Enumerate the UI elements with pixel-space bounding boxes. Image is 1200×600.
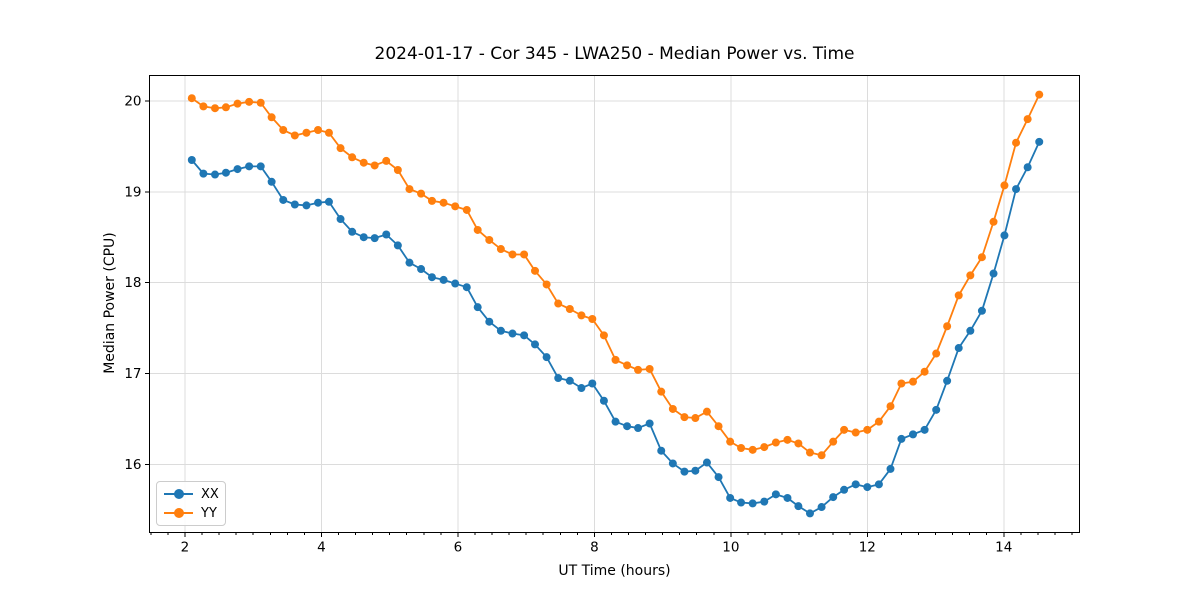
legend-entry-xx: XX xyxy=(164,485,219,503)
legend-dot-icon xyxy=(174,508,184,518)
svg-text:10: 10 xyxy=(722,540,739,556)
series-XX xyxy=(187,137,1044,518)
y-axis-label: Median Power (CPU) xyxy=(102,232,118,374)
svg-text:18: 18 xyxy=(124,275,141,291)
svg-text:14: 14 xyxy=(995,540,1012,556)
series-YY xyxy=(187,90,1044,460)
svg-text:4: 4 xyxy=(317,540,326,556)
x-axis-label: UT Time (hours) xyxy=(558,563,671,579)
legend-dot-icon xyxy=(174,489,184,499)
legend: XX YY xyxy=(156,481,226,526)
svg-text:16: 16 xyxy=(124,457,141,473)
gridlines xyxy=(149,75,1080,533)
legend-label-xx: XX xyxy=(201,486,219,502)
legend-entry-yy: YY xyxy=(164,504,218,522)
legend-label-yy: YY xyxy=(201,505,217,521)
tick-labels: 2 4 6 8 10 12 14 16 17 18 19 20 xyxy=(124,93,1012,555)
svg-text:12: 12 xyxy=(859,540,876,556)
svg-text:20: 20 xyxy=(124,93,141,109)
svg-text:8: 8 xyxy=(590,540,599,556)
legend-swatch-xx xyxy=(164,489,193,499)
chart-title: 2024-01-17 - Cor 345 - LWA250 - Median P… xyxy=(374,44,855,64)
legend-swatch-yy xyxy=(164,508,193,518)
ticks xyxy=(145,100,1073,537)
svg-text:17: 17 xyxy=(124,366,141,382)
svg-text:2: 2 xyxy=(181,540,190,556)
plot-spines xyxy=(149,75,1080,533)
svg-text:6: 6 xyxy=(454,540,463,556)
svg-text:19: 19 xyxy=(124,184,141,200)
